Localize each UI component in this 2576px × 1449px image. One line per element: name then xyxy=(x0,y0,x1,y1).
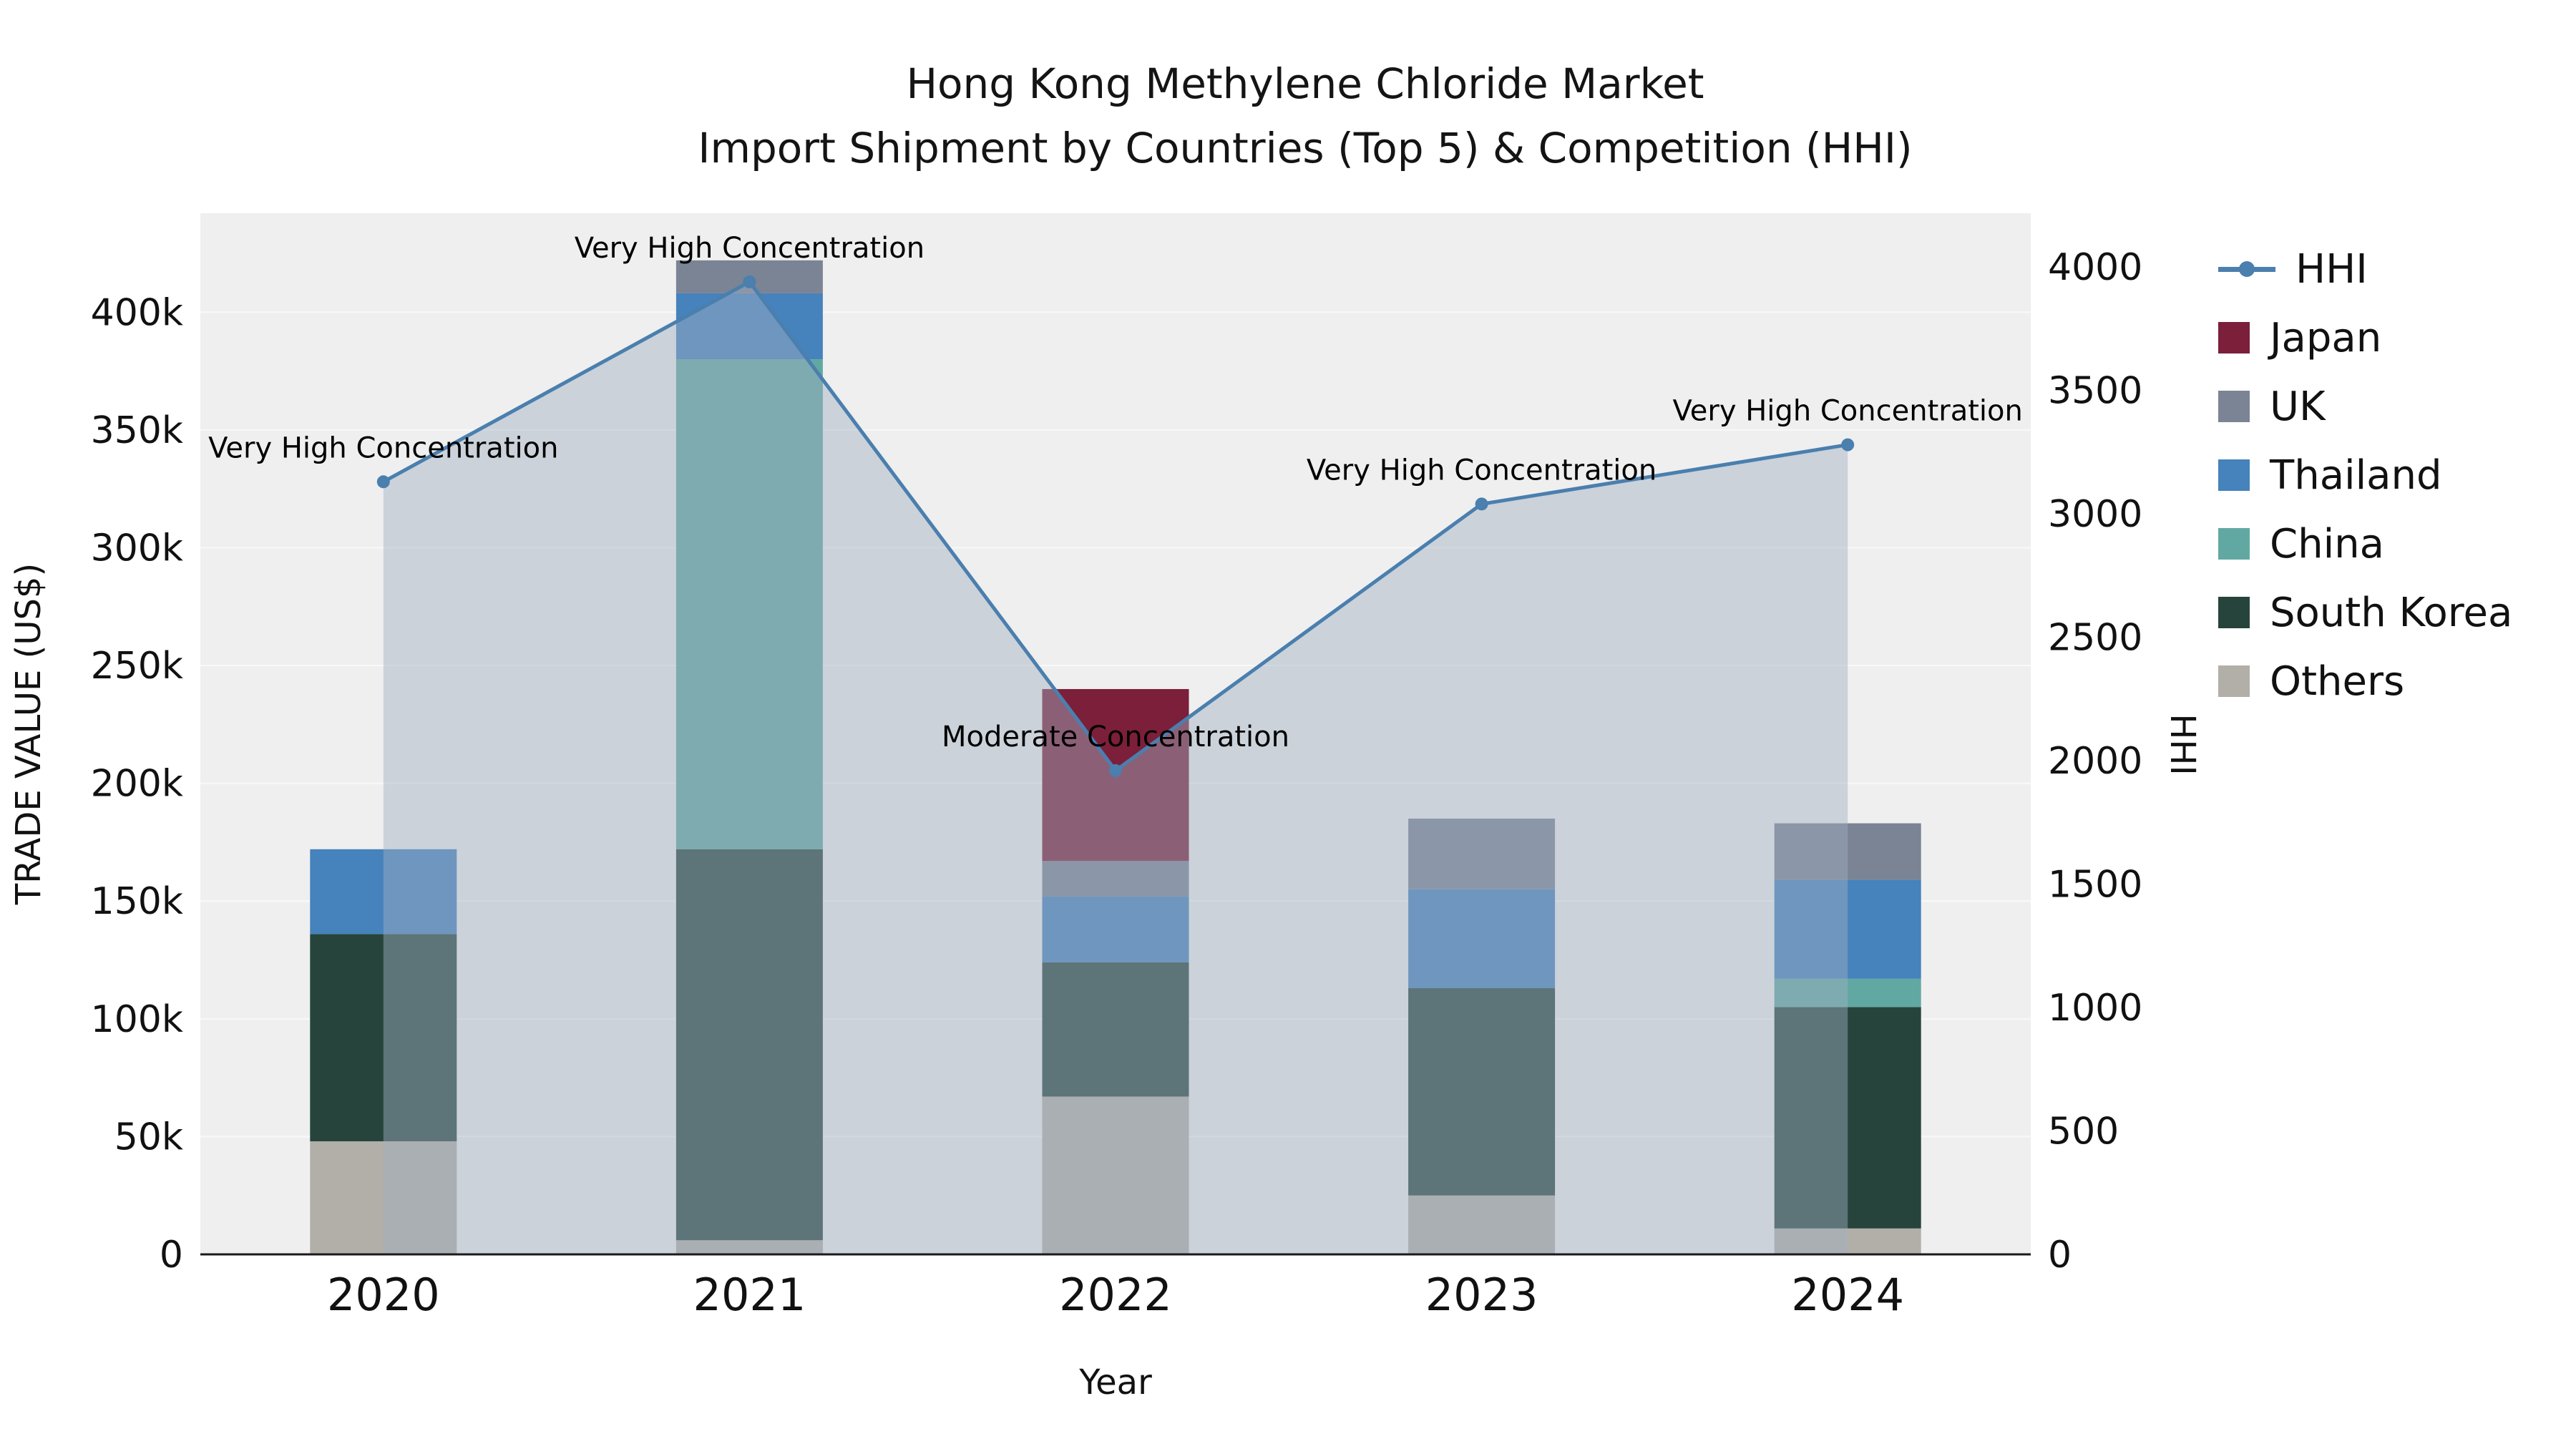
svg-text:0: 0 xyxy=(2048,1234,2072,1277)
annotation-2024: Very High Concentration xyxy=(1673,395,2023,428)
legend-label: UK xyxy=(2270,383,2326,430)
bar-segment-south-korea-2020[interactable] xyxy=(310,934,457,1141)
bar-segment-thailand-2022[interactable] xyxy=(1042,896,1189,962)
svg-text:250k: 250k xyxy=(91,645,183,688)
bar-segment-uk-2022[interactable] xyxy=(1042,861,1189,897)
svg-text:3000: 3000 xyxy=(2048,493,2142,536)
svg-text:150k: 150k xyxy=(91,880,183,923)
bar-segment-south-korea-2024[interactable] xyxy=(1774,1007,1921,1229)
legend-item-others[interactable]: Others xyxy=(2218,647,2512,716)
svg-text:500: 500 xyxy=(2048,1111,2119,1153)
svg-text:2021: 2021 xyxy=(693,1269,806,1321)
svg-text:2000: 2000 xyxy=(2048,740,2142,783)
chart-title-line2: Import Shipment by Countries (Top 5) & C… xyxy=(698,124,1913,172)
legend-label: China xyxy=(2270,520,2384,567)
bar-segment-others-2022[interactable] xyxy=(1042,1096,1189,1254)
annotation-2021: Very High Concentration xyxy=(575,232,924,265)
left-axis-title: TRADE VALUE (US$) xyxy=(9,563,49,905)
svg-text:200k: 200k xyxy=(91,763,183,806)
bar-segment-south-korea-2022[interactable] xyxy=(1042,962,1189,1097)
x-axis-title: Year xyxy=(1078,1362,1152,1402)
bar-segment-thailand-2020[interactable] xyxy=(310,849,457,935)
hhi-marker-2021[interactable] xyxy=(743,275,756,288)
legend-dot-icon xyxy=(2239,261,2255,277)
legend-swatch-icon xyxy=(2218,528,2250,560)
bar-segment-others-2020[interactable] xyxy=(310,1141,457,1254)
chart-title-line1: Hong Kong Methylene Chloride Market xyxy=(906,59,1704,108)
bar-segment-uk-2023[interactable] xyxy=(1408,819,1556,889)
bar-segment-thailand-2023[interactable] xyxy=(1408,889,1556,989)
bar-segment-others-2021[interactable] xyxy=(675,1240,823,1254)
legend-label: HHI xyxy=(2296,245,2368,293)
legend-label: Thailand xyxy=(2270,452,2442,499)
legend-swatch-icon xyxy=(2218,665,2250,697)
annotation-2020: Very High Concentration xyxy=(208,431,558,464)
bar-segment-thailand-2024[interactable] xyxy=(1774,879,1921,979)
svg-text:4000: 4000 xyxy=(2048,246,2142,289)
right-axis-ticks: 0 500 1000 1500 2000 2500 3000 3500 4000 xyxy=(2048,246,2142,1277)
hhi-marker-2022[interactable] xyxy=(1109,763,1122,777)
bar-segment-china-2024[interactable] xyxy=(1774,978,1921,1008)
svg-text:2020: 2020 xyxy=(327,1269,440,1321)
legend-item-china[interactable]: China xyxy=(2218,509,2512,578)
right-axis-title: HHI xyxy=(2162,713,2202,775)
svg-text:400k: 400k xyxy=(91,291,183,334)
hhi-marker-2024[interactable] xyxy=(1841,438,1855,452)
legend-item-hhi[interactable]: HHI xyxy=(2218,235,2512,303)
svg-text:1000: 1000 xyxy=(2048,987,2142,1030)
svg-text:1500: 1500 xyxy=(2048,864,2142,907)
svg-text:2500: 2500 xyxy=(2048,617,2142,660)
stacked-bars[interactable] xyxy=(310,260,1921,1254)
annotation-2022: Moderate Concentration xyxy=(942,721,1289,753)
annotations: Very High Concentration Very High Concent… xyxy=(208,232,2023,753)
legend-item-south-korea[interactable]: South Korea xyxy=(2218,578,2512,647)
legend-line-marker-icon xyxy=(2218,261,2275,277)
bar-segment-others-2023[interactable] xyxy=(1408,1195,1556,1254)
svg-text:350k: 350k xyxy=(91,409,183,452)
legend-item-thailand[interactable]: Thailand xyxy=(2218,441,2512,509)
bar-segment-south-korea-2023[interactable] xyxy=(1408,988,1556,1196)
legend-swatch-icon xyxy=(2218,459,2250,491)
svg-text:0: 0 xyxy=(160,1234,183,1277)
left-axis-ticks: 0 50k 100k 150k 200k 250k 300k 350k 400k xyxy=(91,291,183,1277)
bar-segment-china-2021[interactable] xyxy=(675,359,823,849)
hhi-marker-2023[interactable] xyxy=(1475,497,1488,511)
svg-text:100k: 100k xyxy=(91,998,183,1041)
svg-text:3500: 3500 xyxy=(2048,370,2142,413)
legend: HHI Japan UK Thailand China South Korea Others xyxy=(2218,235,2512,716)
legend-label: South Korea xyxy=(2270,589,2513,636)
bar-segment-others-2024[interactable] xyxy=(1774,1228,1921,1254)
bar-segment-uk-2024[interactable] xyxy=(1774,823,1921,880)
legend-item-uk[interactable]: UK xyxy=(2218,372,2512,441)
legend-item-japan[interactable]: Japan xyxy=(2218,303,2512,372)
legend-swatch-icon xyxy=(2218,597,2250,628)
svg-text:2024: 2024 xyxy=(1791,1269,1904,1321)
legend-swatch-icon xyxy=(2218,391,2250,422)
svg-text:2022: 2022 xyxy=(1059,1269,1172,1321)
legend-swatch-icon xyxy=(2218,322,2250,353)
bar-segment-south-korea-2021[interactable] xyxy=(675,849,823,1241)
annotation-2023: Very High Concentration xyxy=(1307,454,1657,487)
legend-label: Others xyxy=(2270,658,2405,705)
hhi-marker-2020[interactable] xyxy=(376,475,390,489)
chart-title: Hong Kong Methylene Chloride Market Impo… xyxy=(698,52,1912,180)
legend-label: Japan xyxy=(2270,314,2382,361)
x-axis-ticks: 2020 2021 2022 2023 2024 xyxy=(327,1269,1904,1321)
svg-text:300k: 300k xyxy=(91,527,183,570)
svg-text:50k: 50k xyxy=(114,1116,183,1158)
svg-text:2023: 2023 xyxy=(1425,1269,1538,1321)
hhi-area-fill xyxy=(383,281,1848,1255)
